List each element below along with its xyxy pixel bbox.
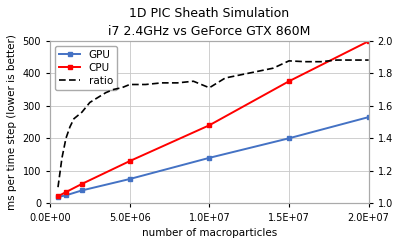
ratio xyxy=(96,96,100,99)
ratio xyxy=(127,83,132,86)
X-axis label: number of macroparticles: number of macroparticles xyxy=(142,228,277,238)
GPU xyxy=(207,156,212,159)
GPU xyxy=(56,196,60,198)
ratio xyxy=(72,117,76,120)
CPU xyxy=(286,80,291,83)
ratio xyxy=(60,156,64,159)
ratio xyxy=(318,60,323,63)
CPU xyxy=(80,183,84,185)
Y-axis label: ms per time step (lower is better): ms per time step (lower is better) xyxy=(7,34,17,210)
ratio xyxy=(366,59,371,61)
GPU xyxy=(80,189,84,192)
GPU xyxy=(366,116,371,119)
Line: ratio: ratio xyxy=(58,60,369,187)
ratio xyxy=(143,83,148,86)
Line: GPU: GPU xyxy=(56,115,371,199)
CPU xyxy=(207,124,212,127)
Legend: GPU, CPU, ratio: GPU, CPU, ratio xyxy=(55,46,117,90)
ratio xyxy=(111,88,116,91)
ratio xyxy=(175,81,180,84)
CPU xyxy=(64,191,68,194)
GPU xyxy=(286,137,291,140)
ratio xyxy=(207,86,212,89)
ratio xyxy=(56,186,60,189)
Line: CPU: CPU xyxy=(56,39,371,199)
ratio xyxy=(239,73,244,76)
ratio xyxy=(88,101,92,104)
ratio xyxy=(350,59,355,61)
ratio xyxy=(68,125,72,128)
ratio xyxy=(80,111,84,114)
ratio xyxy=(302,60,307,63)
CPU xyxy=(56,195,60,198)
CPU xyxy=(366,40,371,43)
CPU xyxy=(127,160,132,163)
ratio xyxy=(334,59,339,61)
ratio xyxy=(119,86,124,89)
Title: 1D PIC Sheath Simulation
i7 2.4GHz vs GeForce GTX 860M: 1D PIC Sheath Simulation i7 2.4GHz vs Ge… xyxy=(108,7,310,38)
ratio xyxy=(255,70,260,73)
ratio xyxy=(64,137,68,140)
ratio xyxy=(286,59,291,62)
ratio xyxy=(271,67,276,70)
ratio xyxy=(223,76,228,79)
ratio xyxy=(191,80,196,83)
ratio xyxy=(103,91,108,94)
GPU xyxy=(127,178,132,181)
ratio xyxy=(159,81,164,84)
GPU xyxy=(64,194,68,197)
